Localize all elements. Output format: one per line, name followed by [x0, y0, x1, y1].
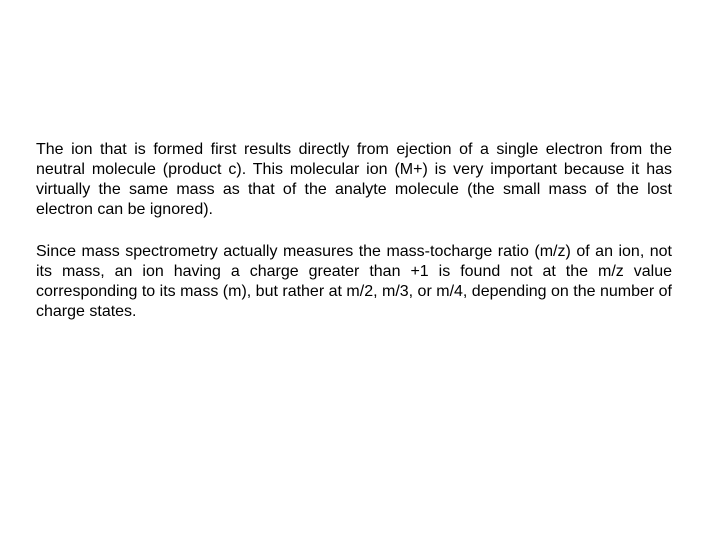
document-page: The ion that is formed first results dir…: [0, 0, 720, 540]
paragraph-2: Since mass spectrometry actually measure…: [36, 242, 672, 322]
paragraph-1: The ion that is formed first results dir…: [36, 140, 672, 220]
